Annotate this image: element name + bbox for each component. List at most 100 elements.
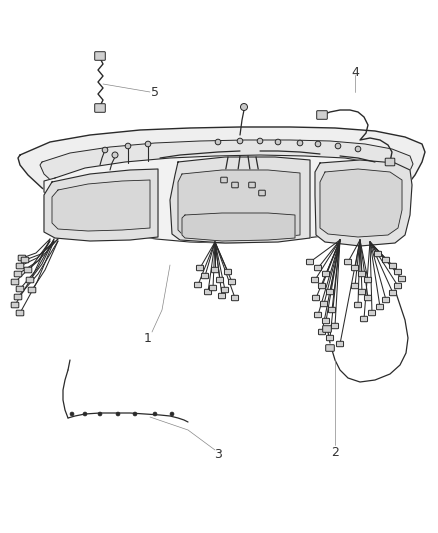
FancyBboxPatch shape: [395, 284, 402, 289]
FancyBboxPatch shape: [95, 52, 105, 60]
FancyBboxPatch shape: [326, 345, 334, 351]
Polygon shape: [315, 160, 412, 246]
FancyBboxPatch shape: [221, 177, 227, 183]
FancyBboxPatch shape: [314, 265, 321, 271]
FancyBboxPatch shape: [358, 289, 366, 295]
FancyBboxPatch shape: [231, 295, 239, 301]
FancyBboxPatch shape: [395, 269, 402, 274]
FancyBboxPatch shape: [26, 277, 34, 283]
Circle shape: [240, 103, 247, 110]
FancyBboxPatch shape: [351, 284, 359, 289]
Circle shape: [257, 138, 263, 144]
Circle shape: [355, 146, 361, 152]
FancyBboxPatch shape: [205, 289, 212, 295]
FancyBboxPatch shape: [358, 271, 366, 277]
FancyBboxPatch shape: [11, 279, 19, 285]
FancyBboxPatch shape: [326, 335, 334, 341]
FancyBboxPatch shape: [194, 282, 201, 288]
FancyBboxPatch shape: [314, 312, 321, 318]
Circle shape: [102, 147, 108, 153]
FancyBboxPatch shape: [374, 251, 381, 257]
FancyBboxPatch shape: [364, 295, 371, 301]
FancyBboxPatch shape: [389, 290, 396, 296]
Polygon shape: [182, 213, 295, 241]
Circle shape: [133, 412, 137, 416]
FancyBboxPatch shape: [389, 263, 396, 269]
FancyBboxPatch shape: [28, 287, 36, 293]
Circle shape: [237, 138, 243, 144]
FancyBboxPatch shape: [382, 257, 389, 263]
Polygon shape: [18, 127, 425, 230]
FancyBboxPatch shape: [360, 316, 367, 322]
Circle shape: [170, 412, 174, 416]
Circle shape: [335, 143, 341, 149]
Text: 4: 4: [351, 66, 359, 78]
Polygon shape: [178, 170, 300, 239]
FancyBboxPatch shape: [311, 277, 318, 282]
FancyBboxPatch shape: [216, 277, 223, 282]
Text: 3: 3: [214, 448, 222, 462]
Polygon shape: [40, 140, 413, 219]
FancyBboxPatch shape: [14, 271, 22, 277]
FancyBboxPatch shape: [16, 263, 24, 269]
FancyBboxPatch shape: [321, 301, 328, 306]
FancyBboxPatch shape: [385, 158, 395, 166]
FancyBboxPatch shape: [328, 308, 336, 313]
Polygon shape: [170, 157, 310, 243]
FancyBboxPatch shape: [326, 289, 334, 295]
FancyBboxPatch shape: [317, 111, 327, 119]
FancyBboxPatch shape: [368, 310, 375, 316]
FancyBboxPatch shape: [318, 329, 325, 335]
Circle shape: [116, 412, 120, 416]
FancyBboxPatch shape: [376, 304, 384, 310]
FancyBboxPatch shape: [14, 294, 22, 300]
Polygon shape: [320, 169, 402, 237]
FancyBboxPatch shape: [222, 287, 229, 293]
FancyBboxPatch shape: [364, 277, 371, 282]
FancyBboxPatch shape: [16, 286, 24, 292]
FancyBboxPatch shape: [322, 271, 329, 277]
Text: 1: 1: [144, 332, 152, 344]
FancyBboxPatch shape: [336, 341, 343, 346]
Text: 5: 5: [151, 85, 159, 99]
FancyBboxPatch shape: [351, 265, 359, 271]
FancyBboxPatch shape: [307, 259, 314, 265]
FancyBboxPatch shape: [95, 104, 105, 112]
FancyBboxPatch shape: [354, 302, 361, 308]
Polygon shape: [52, 180, 150, 231]
FancyBboxPatch shape: [209, 285, 216, 290]
FancyBboxPatch shape: [224, 269, 232, 274]
Text: 2: 2: [331, 446, 339, 458]
FancyBboxPatch shape: [201, 273, 208, 279]
FancyBboxPatch shape: [332, 324, 339, 329]
FancyBboxPatch shape: [382, 297, 389, 303]
Circle shape: [98, 412, 102, 416]
Circle shape: [153, 412, 157, 416]
Circle shape: [145, 141, 151, 147]
Polygon shape: [44, 169, 158, 241]
FancyBboxPatch shape: [197, 265, 204, 271]
FancyBboxPatch shape: [259, 190, 265, 196]
FancyBboxPatch shape: [229, 279, 236, 285]
FancyBboxPatch shape: [18, 255, 26, 261]
Circle shape: [315, 141, 321, 147]
Circle shape: [275, 139, 281, 145]
FancyBboxPatch shape: [312, 295, 320, 301]
FancyBboxPatch shape: [323, 326, 331, 332]
Circle shape: [125, 143, 131, 149]
FancyBboxPatch shape: [322, 318, 329, 324]
FancyBboxPatch shape: [212, 268, 219, 273]
FancyBboxPatch shape: [11, 302, 19, 308]
Circle shape: [297, 140, 303, 146]
Polygon shape: [44, 155, 410, 243]
Circle shape: [83, 412, 87, 416]
FancyBboxPatch shape: [232, 182, 238, 188]
FancyBboxPatch shape: [24, 267, 32, 273]
FancyBboxPatch shape: [344, 259, 352, 265]
FancyBboxPatch shape: [16, 310, 24, 316]
FancyBboxPatch shape: [219, 293, 226, 298]
FancyBboxPatch shape: [249, 182, 255, 188]
Circle shape: [112, 152, 118, 158]
FancyBboxPatch shape: [318, 284, 325, 289]
FancyBboxPatch shape: [399, 276, 406, 282]
